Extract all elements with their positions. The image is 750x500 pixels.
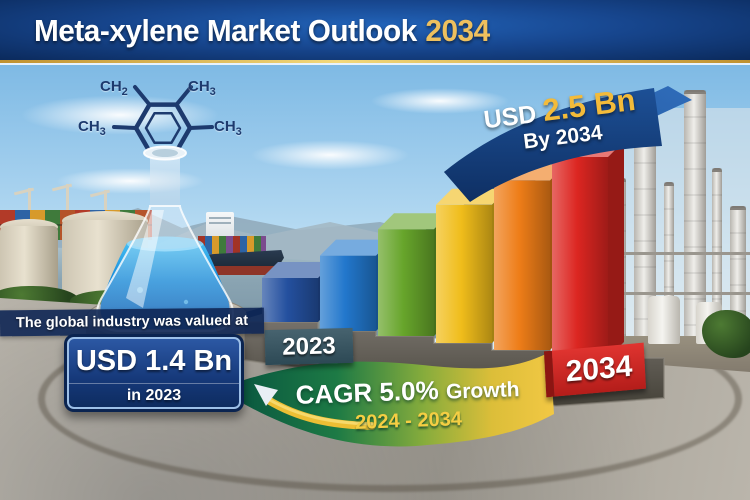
cargo-ship-containers [198, 236, 266, 254]
header-bar: Meta-xylene Market Outlook 2034 [0, 0, 750, 60]
molecule-label-ch2: CH2 [100, 78, 128, 98]
valuation-band: The global industry was valued at [0, 307, 265, 337]
cloud [20, 95, 220, 135]
valuation-period: in 2023 [69, 383, 239, 408]
cloud [250, 140, 410, 170]
header-light-rule [0, 63, 750, 65]
title-year: 2034 [425, 13, 490, 48]
cargo-ship-waterline [198, 266, 275, 275]
valuation-value: USD 1.4 Bn [75, 345, 233, 377]
header-gold-rule [0, 60, 750, 63]
refinery-pipe [588, 252, 750, 255]
valuation-intro: The global industry was valued at [15, 312, 249, 332]
refinery-tower [730, 206, 746, 340]
port-crane [28, 188, 31, 214]
refinery-tower [612, 178, 626, 340]
port-crane [104, 190, 107, 216]
cagr-suffix: Growth [445, 378, 520, 404]
label-2034: 2034 [543, 342, 647, 398]
white-storage-tank [648, 296, 680, 344]
cloud [55, 168, 205, 194]
port-crane [66, 184, 69, 210]
page-title: Meta-xylene Market Outlook 2034 [34, 0, 490, 60]
molecule-label-ch3: CH3 [214, 118, 242, 138]
molecule-label-ch3: CH3 [78, 118, 106, 138]
title-main: Meta-xylene Market Outlook [34, 13, 417, 48]
valuation-box: USD 1.4 Bn in 2023 [64, 334, 244, 412]
cagr-label: CAGR 5.0% [295, 374, 440, 410]
cagr-banner: CAGR 5.0% Growth 2024 - 2034 [281, 372, 535, 439]
molecule-label-ch3: CH3 [188, 78, 216, 98]
label-2023: 2023 [264, 327, 354, 366]
refinery-pipe [588, 292, 750, 295]
refinery-stack [602, 148, 609, 340]
